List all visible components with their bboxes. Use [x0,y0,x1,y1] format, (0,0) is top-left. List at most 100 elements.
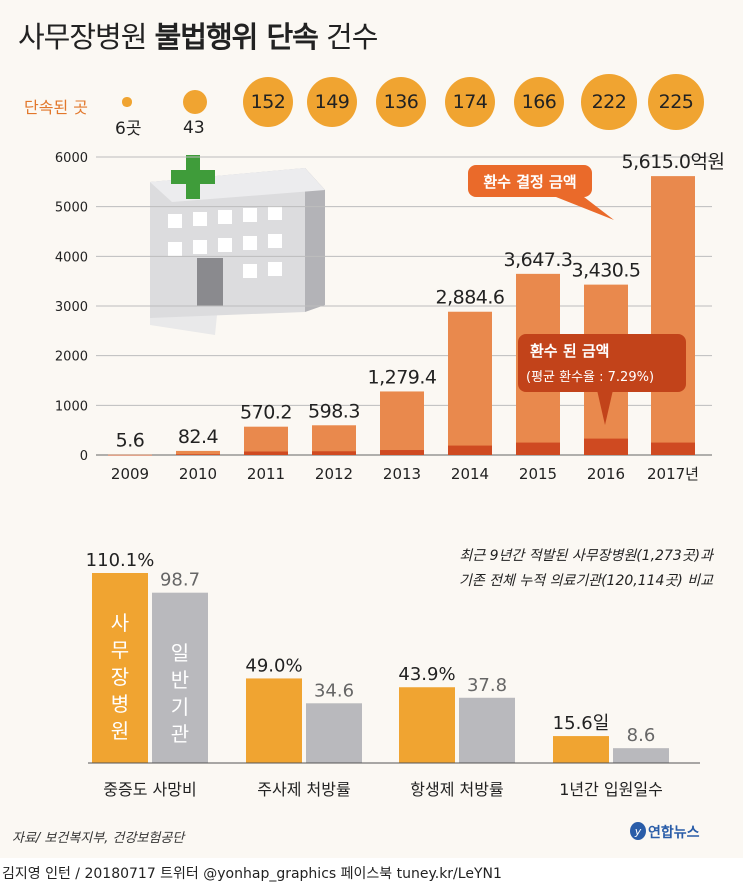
bar-refunded [176,454,220,455]
y-tick-label: 6000 [55,151,88,166]
series-name-char: 병 [111,692,129,716]
count-circle: 149 [307,77,357,127]
value-label: 82.4 [178,426,219,448]
series-name-char: 장 [111,665,129,689]
y-tick-label: 3000 [55,300,88,315]
series-name-char: 반 [171,668,189,692]
count-circle: 174 [445,77,495,127]
callout-pointer-2 [597,390,613,425]
value-label: 5,615.0억원 [622,151,725,173]
bar-general-institution [152,592,208,763]
refunded-rate: (평균 환수율 : 7.29%) [526,370,655,385]
title-bold: 불법행위 단속 [154,20,319,54]
count-caption: 43 [183,118,205,138]
series-name-char: 관 [171,722,189,746]
credit-line: 김지영 인턴 / 20180717 트위터 @yonhap_graphics 페… [2,866,502,882]
y-tick-label: 2000 [55,350,88,365]
bar-office-hospital [92,573,148,763]
value-label: 3,647.3 [503,249,572,271]
y-axis-ticks: 0 1000 2000 3000 4000 5000 6000 [55,151,88,464]
x-tick-label: 2014 [451,465,489,483]
refunded-label: 환수 된 금액 [530,342,610,360]
refund-decided-callout: 환수 결정 금액 [468,165,592,197]
x-tick-label: 2015 [519,465,557,483]
category-label: 주사제 처방률 [257,780,350,799]
x-tick-label: 2016 [587,465,625,483]
hospital-icon [150,155,325,335]
value-labels: 5.6 82.4 570.2 598.3 1,279.4 2,884.6 3,647.33,… [116,151,725,452]
x-tick-label: 2009 [111,465,149,483]
comparison-bars [92,573,669,763]
infographic-card: 사무장병원 불법행위 단속 건수 단속된 곳 6곳 43 152 149 136 174 1… [0,0,743,858]
note-line-1: 최근 9년간 적발된 사무장병원(1,273곳)과 [459,548,713,564]
bars [108,176,695,456]
bar-office-hospital [553,736,609,763]
bar-office-hospital [399,687,455,763]
title-tail: 건수 [326,20,378,54]
x-tick-label: 2010 [179,465,217,483]
bar-refunded [448,445,492,455]
y-tick-label: 5000 [55,201,88,216]
yonhap-logo-icon: y [630,822,646,840]
bar-refund-decided [176,450,220,455]
category-label: 항생제 처방률 [410,780,503,799]
value-label: 8.6 [627,725,656,746]
bar-general-institution [613,748,669,763]
count-circle: 225 [648,74,704,130]
note-line-2: 기존 전체 누적 의료기관(120,114곳) 비교 [458,573,713,589]
count-circle: 222 [581,74,637,130]
value-label: 43.9% [398,664,455,685]
series-name-char: 일 [171,641,189,665]
comparison-value-labels: 110.1%98.7 49.0% 34.6 43.9% 37.8 15.6일 8.6 [86,550,656,746]
bar-refund-decided [312,425,356,455]
bar-refund-decided [448,311,492,455]
value-label: 598.3 [308,400,360,422]
count-circle: 152 [243,77,293,127]
value-label: 570.2 [240,402,292,424]
value-label: 5.6 [116,430,145,452]
callout-pointer [556,197,614,220]
category-label: 1년간 입원일수 [559,780,663,799]
comparison-chart: 110.1%98.7 49.0% 34.6 43.9% 37.8 15.6일 8.6 사무장… [86,550,700,799]
count-circle: 166 [514,77,564,127]
x-axis-ticks: 2009 2010 2011 2012 2013 2014 2015 2016 2017년 [111,465,699,483]
series-name-char: 무 [111,638,129,662]
series-name-char: 원 [111,719,129,743]
bar-general-institution [459,697,515,763]
bar-refunded [584,438,628,455]
value-label: 3,430.5 [571,260,640,282]
bar-refund-decided [380,391,424,455]
value-label: 98.7 [160,570,200,591]
value-label: 49.0% [245,655,302,676]
refund-amount-chart: 0 1000 2000 3000 4000 5000 6000 5.6 82.4 570.2 59… [55,151,725,483]
refunded-callout: 환수 된 금액 (평균 환수율 : 7.29%) [518,334,686,392]
value-label: 34.6 [314,680,354,701]
counts-label: 단속된 곳 [24,98,88,117]
y-tick-label: 4000 [55,250,88,265]
count-circle [182,89,208,115]
y-tick-label: 1000 [55,399,88,414]
category-labels: 중증도 사망비 주사제 처방률 항생제 처방률 1년간 입원일수 [103,780,663,799]
count-caption: 6곳 [115,119,142,139]
yonhap-logo: 연합뉴스 [648,825,700,841]
value-label: 1,279.4 [367,366,436,388]
bar-refunded [380,450,424,455]
bar-refunded [108,454,152,456]
x-tick-label: 2017년 [647,465,699,483]
bar-refund-decided [651,176,695,455]
bar-refunded [651,442,695,455]
x-tick-label: 2011 [247,465,285,483]
series-name-char: 기 [171,695,189,719]
value-label: 110.1% [86,550,155,571]
bar-refund-decided [244,426,288,455]
bar-refunded [244,451,288,455]
value-label: 15.6일 [553,713,610,734]
value-label: 2,884.6 [435,287,504,309]
bar-office-hospital [246,678,302,763]
category-label: 중증도 사망비 [103,780,196,799]
value-label: 37.8 [467,675,507,696]
bar-refunded [312,451,356,455]
series-name-char: 사 [111,611,129,635]
page-title: 사무장병원 불법행위 단속 건수 [18,14,378,56]
